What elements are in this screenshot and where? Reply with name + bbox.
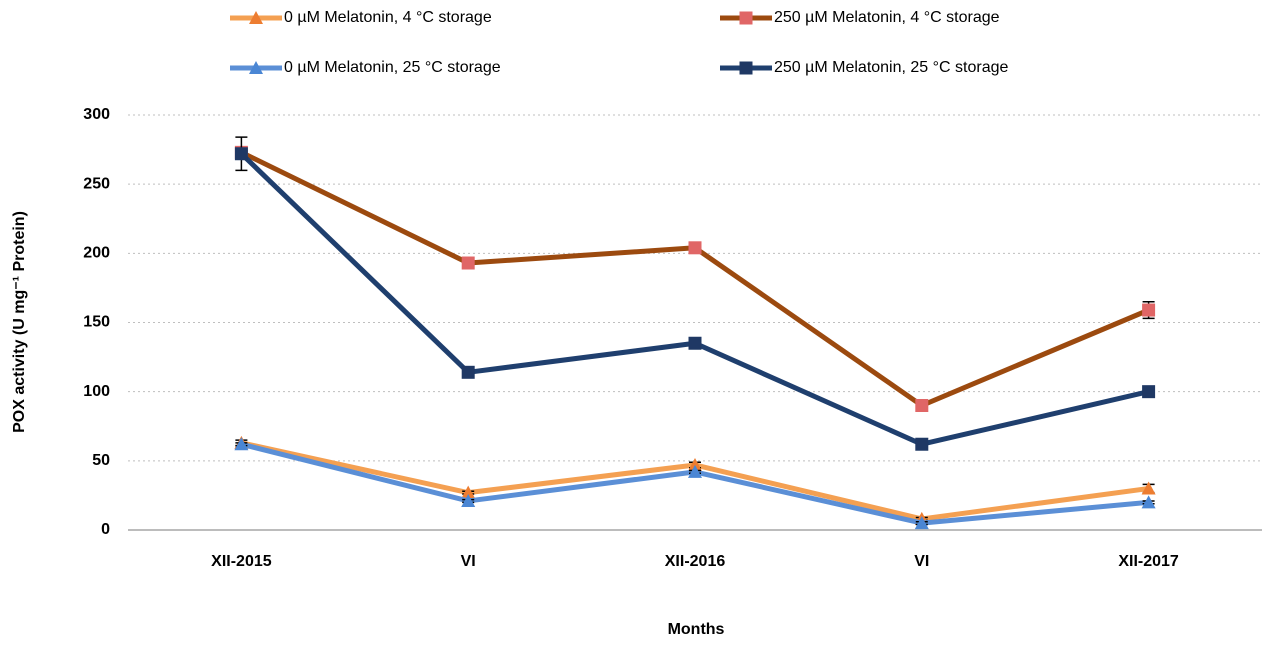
legend-label: 250 µM Melatonin, 25 °C storage: [774, 59, 1009, 76]
data-point: [461, 485, 476, 499]
y-tick-label: 200: [83, 245, 110, 262]
data-point: [688, 241, 702, 255]
data-point: [1141, 495, 1156, 509]
legend-marker: [249, 61, 263, 74]
series-line: [240, 441, 1149, 526]
legend-marker: [249, 11, 263, 24]
legend-label: 0 µM Melatonin, 4 °C storage: [284, 9, 492, 26]
data-point: [1142, 303, 1156, 317]
legend-marker: [739, 61, 753, 75]
x-axis-label: Months: [668, 621, 725, 638]
data-point: [914, 516, 929, 530]
data-point: [234, 147, 248, 161]
legend-label: 0 µM Melatonin, 25 °C storage: [284, 59, 501, 76]
y-tick-label: 100: [83, 383, 110, 400]
data-point: [234, 437, 249, 451]
x-tick-label: XII-2017: [1118, 553, 1179, 570]
data-point: [688, 457, 702, 471]
data-point: [915, 437, 929, 451]
y-tick-label: 250: [83, 175, 110, 192]
x-tick-label: VI: [914, 553, 929, 570]
x-tick-label: XII-2016: [665, 553, 726, 570]
data-point: [1142, 385, 1156, 399]
data-point: [1141, 481, 1156, 495]
y-tick-label: 0: [101, 521, 110, 538]
series-line: [240, 440, 1149, 522]
data-point: [688, 336, 702, 350]
y-tick-label: 50: [92, 452, 110, 469]
data-point: [688, 464, 702, 478]
data-point: [915, 399, 929, 412]
legend-label: 250 µM Melatonin, 4 °C storage: [774, 9, 1000, 26]
data-point: [461, 256, 475, 270]
y-tick-label: 150: [83, 314, 110, 331]
legend-marker: [739, 11, 753, 25]
y-tick-label: 300: [83, 106, 110, 123]
x-tick-label: VI: [461, 553, 476, 570]
data-point: [461, 493, 476, 507]
series-line: [239, 151, 1150, 447]
series-line: [240, 150, 1150, 408]
x-tick-label: XII-2015: [211, 553, 272, 570]
data-point: [461, 365, 475, 379]
y-axis-label: POX activity (U mg⁻¹ Protein): [11, 211, 28, 433]
